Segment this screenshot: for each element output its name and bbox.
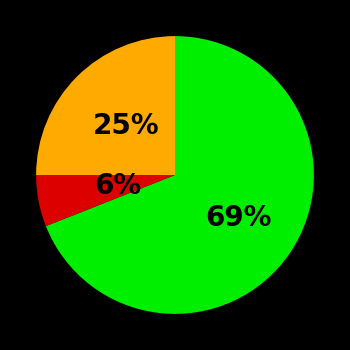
Wedge shape xyxy=(36,175,175,226)
Text: 25%: 25% xyxy=(93,112,159,140)
Wedge shape xyxy=(36,36,175,175)
Text: 6%: 6% xyxy=(94,172,141,200)
Wedge shape xyxy=(46,36,314,314)
Text: 69%: 69% xyxy=(205,204,271,232)
